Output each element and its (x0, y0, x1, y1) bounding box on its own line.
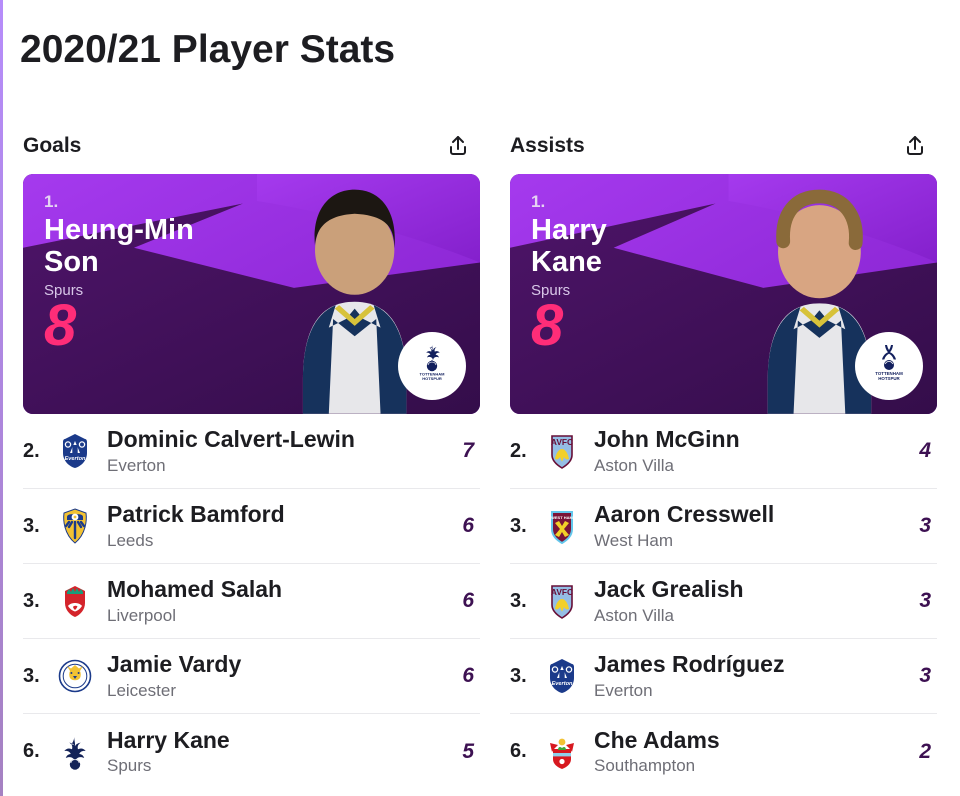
svg-text:HOTSPUR: HOTSPUR (422, 376, 442, 381)
svg-text:HOTSPUR: HOTSPUR (878, 376, 900, 381)
